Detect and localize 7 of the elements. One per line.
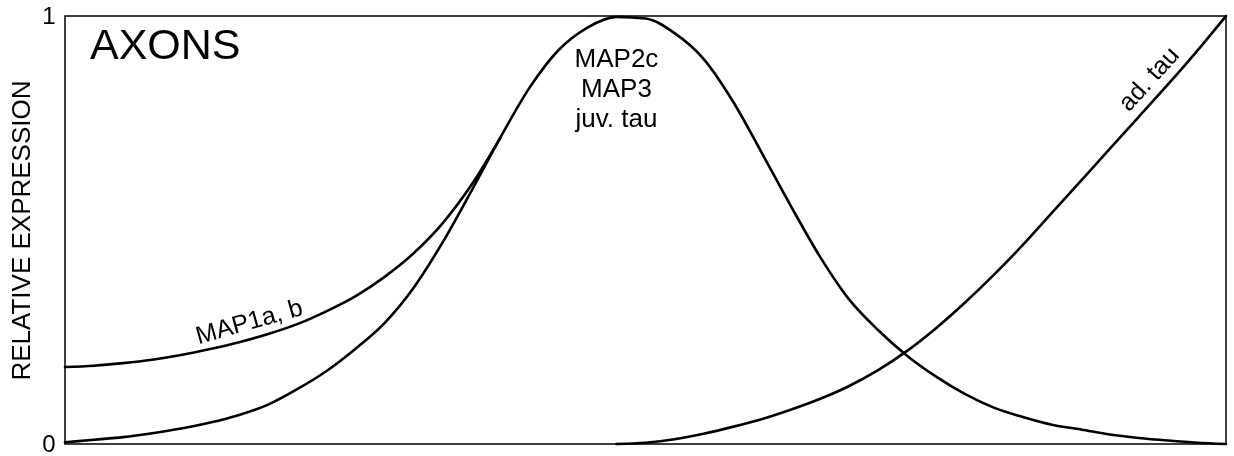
- y-tick-label: 0: [42, 429, 56, 456]
- y-tick-label: 1: [42, 1, 56, 29]
- text: ad. tau: [1112, 40, 1185, 116]
- series-label: MAP2c MAP3 juv. tau: [574, 42, 659, 133]
- text: MAP1a, b: [192, 292, 306, 350]
- chart-title: AXONS: [90, 20, 241, 68]
- y-axis-title: RELATIVE EXPRESSION: [6, 80, 37, 381]
